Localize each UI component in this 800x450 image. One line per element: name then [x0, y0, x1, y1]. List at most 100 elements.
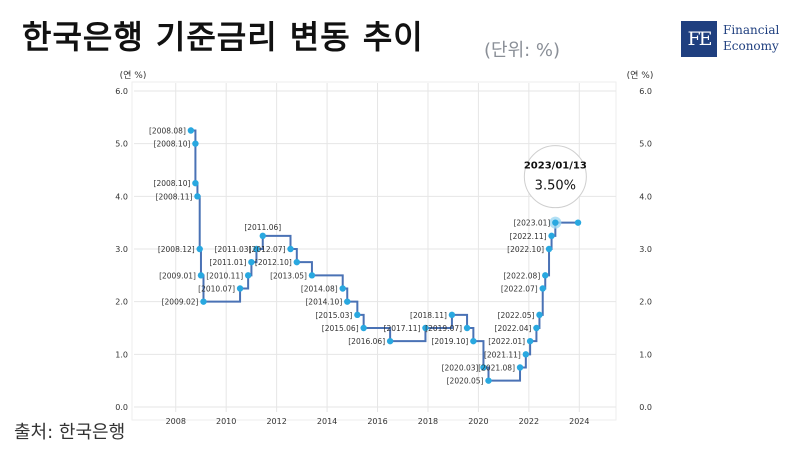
data-point: [194, 193, 201, 200]
point-date-label: [2012.10]: [255, 258, 292, 267]
data-point: [236, 285, 244, 292]
data-point: [360, 324, 367, 332]
data-point: [253, 245, 260, 253]
data-point: [293, 258, 301, 266]
data-point: [448, 311, 456, 319]
point-date-label: [2008.08]: [149, 127, 186, 136]
point-date-label: [2021.08]: [478, 364, 515, 373]
point-date-label: [2008.11]: [156, 192, 193, 201]
point-date-label: [2012.07]: [249, 245, 286, 254]
data-point: [187, 127, 195, 134]
y-tick-right: 6.0: [639, 87, 652, 96]
data-point: [192, 179, 199, 187]
point-date-label: [2016.06]: [348, 337, 385, 346]
y-tick-right: 4.0: [639, 192, 652, 201]
point-date-label: [2020.05]: [447, 377, 484, 386]
x-tick-label: 2020: [468, 417, 488, 426]
point-date-label: [2022.05]: [498, 311, 535, 320]
point-date-label: [2022.04]: [495, 324, 532, 333]
y-tick-left: 3.0: [115, 245, 128, 254]
data-point: [485, 377, 492, 384]
data-point: [197, 272, 205, 279]
logo-wordmark: Financial Economy: [723, 22, 779, 54]
data-point: [574, 219, 582, 226]
point-date-label: [2022.01]: [488, 337, 525, 346]
data-point: [344, 298, 351, 305]
y-tick-left: 1.0: [115, 350, 128, 359]
y-tick-left: 2.0: [115, 298, 128, 307]
callout-date: 2023/01/13: [524, 161, 587, 172]
logo-mark-icon: FE: [681, 21, 717, 57]
point-date-label: [2011.03]: [215, 245, 252, 254]
chart-frame: [131, 81, 617, 421]
data-point: [545, 245, 553, 253]
x-tick-label: 2018: [418, 417, 438, 426]
data-point: [200, 298, 207, 305]
data-point: [539, 285, 546, 292]
data-point: [248, 258, 255, 266]
point-date-label: [2009.01]: [159, 271, 196, 280]
point-date-label: [2022.10]: [507, 245, 544, 254]
data-point: [536, 311, 543, 319]
data-point: [516, 364, 524, 371]
point-date-label: [2008.10]: [154, 140, 191, 149]
point-date-label: [2011.06]: [244, 223, 281, 232]
point-date-label: [2013.05]: [270, 271, 307, 280]
data-point: [308, 272, 316, 279]
y-tick-left: 6.0: [115, 87, 128, 96]
point-date-label: [2021.11]: [484, 350, 521, 359]
latest-rate-callout: 2023/01/13 3.50%: [523, 145, 587, 209]
data-point: [480, 364, 487, 371]
point-date-label: [2019.07]: [425, 324, 462, 333]
y-tick-right: 1.0: [639, 350, 652, 359]
x-tick-label: 2012: [266, 417, 286, 426]
data-point: [522, 351, 530, 358]
data-point: [192, 140, 199, 147]
y-tick-right: 3.0: [639, 245, 652, 254]
callout-value: 3.50%: [535, 179, 576, 194]
y-tick-right: 5.0: [639, 140, 652, 149]
x-tick-label: 2008: [166, 417, 186, 426]
data-point: [196, 245, 203, 253]
unit-label: (단위: %): [484, 40, 561, 61]
data-points: [2008.08] [2008.10] [2008.10] [2008.11] [200…: [149, 127, 582, 386]
source-note: 출처: 한국은행: [14, 422, 126, 443]
data-point: [354, 311, 361, 319]
axis-ticks: 0.0 0.0 1.0 1.0 2.0 2.0 3.0 3.0 4.0 4.0 5.0 5.0 6.0 6…: [115, 87, 652, 426]
data-point: [470, 337, 477, 345]
x-tick-label: 2016: [367, 417, 387, 426]
point-date-label: [2014.08]: [301, 285, 338, 294]
data-point: [339, 285, 346, 292]
point-date-label: [2008.10]: [154, 179, 191, 188]
point-date-label: [2015.03]: [315, 311, 352, 320]
point-date-label: [2010.11]: [206, 271, 243, 280]
data-point: [244, 272, 252, 279]
point-date-label: [2015.06]: [322, 324, 359, 333]
data-point: [552, 219, 559, 226]
x-tick-label: 2022: [519, 417, 539, 426]
point-date-label: [2022.11]: [510, 232, 547, 241]
data-point: [463, 324, 471, 332]
x-tick-label: 2024: [569, 417, 589, 426]
x-tick-label: 2010: [216, 417, 236, 426]
logo-line-1: Financial: [723, 23, 780, 37]
callout-bubble: [523, 145, 587, 209]
brand-logo: FE Financial Economy: [681, 21, 785, 59]
data-point: [287, 245, 294, 253]
y-tick-right: 2.0: [639, 298, 652, 307]
point-date-label: [2019.10]: [431, 337, 468, 346]
data-point: [526, 337, 534, 345]
point-date-label: [2010.07]: [198, 285, 235, 294]
y-tick-right: 0.0: [639, 403, 652, 412]
point-date-label: [2017.11]: [384, 324, 421, 333]
data-point: [386, 337, 394, 345]
data-point: [259, 232, 266, 240]
data-point: [542, 272, 549, 279]
point-date-label: [2014.10]: [305, 298, 342, 307]
data-point: [548, 232, 555, 240]
y-tick-left: 5.0: [115, 140, 128, 149]
y-tick-left: 4.0: [115, 192, 128, 201]
point-date-label: [2009.02]: [162, 298, 199, 307]
data-point: [533, 324, 540, 332]
